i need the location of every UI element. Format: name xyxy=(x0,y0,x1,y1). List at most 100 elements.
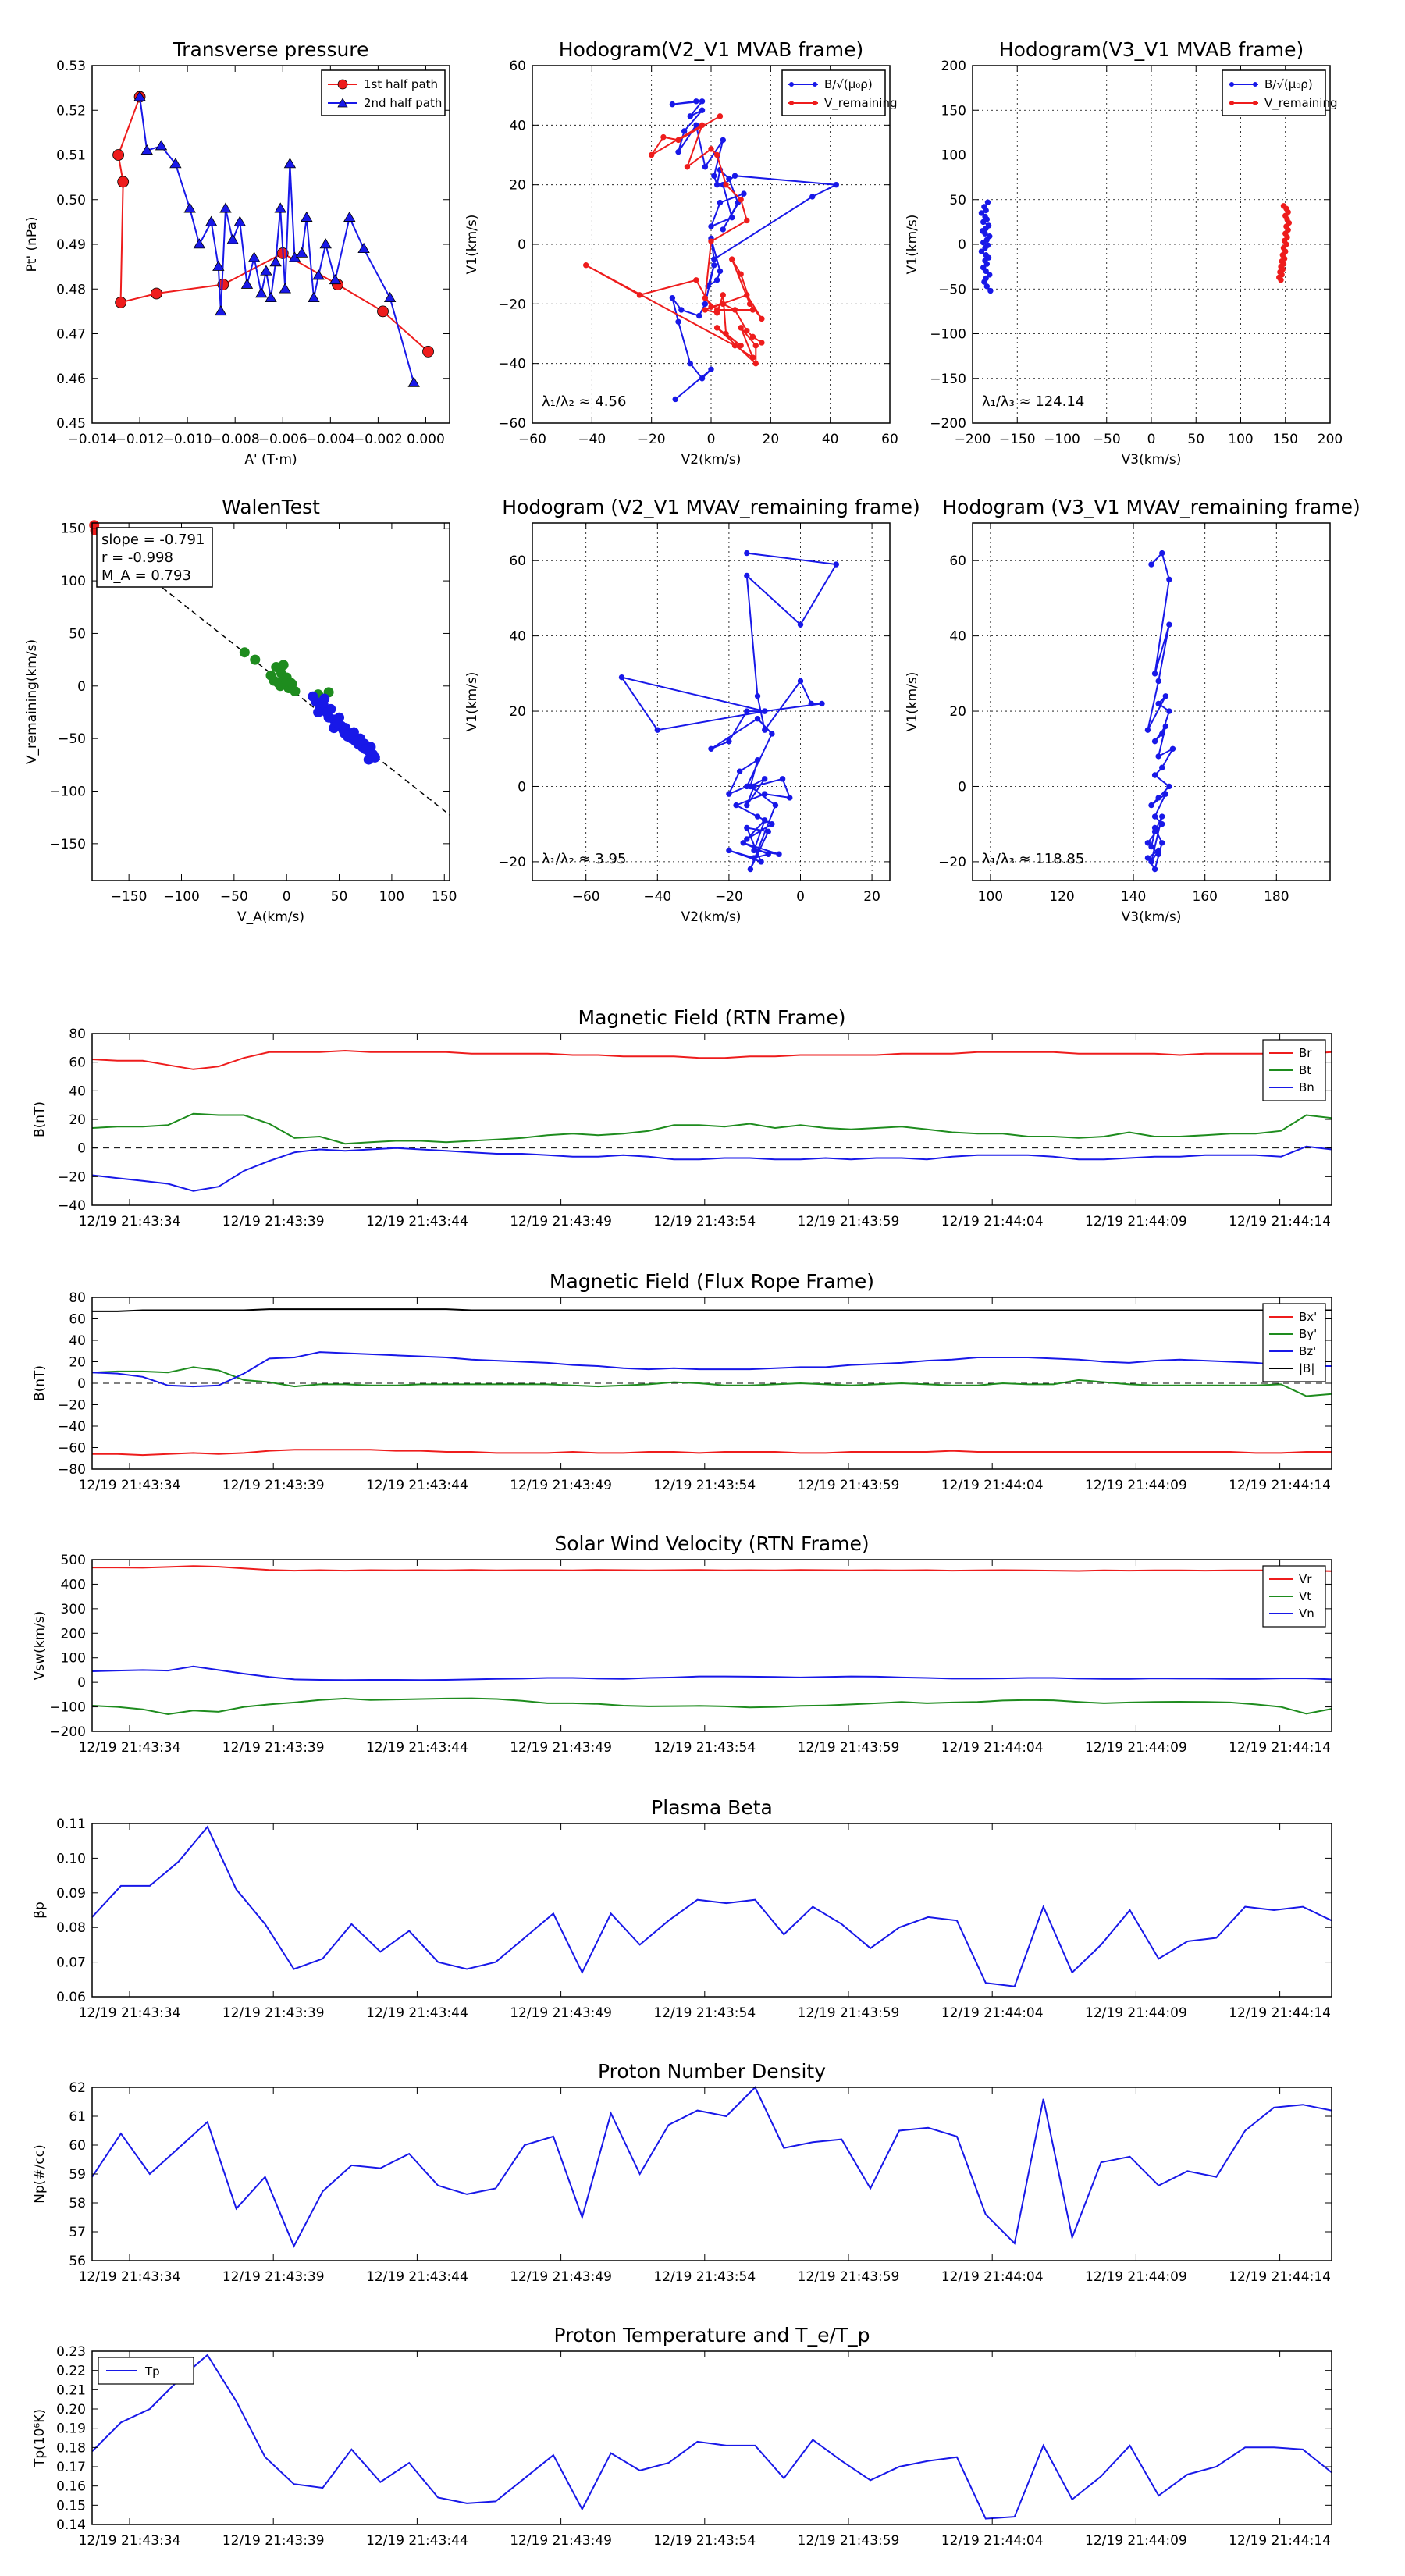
legend-marker xyxy=(813,101,817,105)
data-point xyxy=(984,261,991,267)
chart-title: Transverse pressure xyxy=(173,38,369,61)
y-tick-label: −20 xyxy=(498,297,526,312)
data-point xyxy=(1155,678,1161,685)
data-point xyxy=(762,708,768,714)
y-tick-label: 150 xyxy=(941,103,966,119)
x-tick-label: −100 xyxy=(1044,432,1080,447)
x-tick-label: 12/19 21:43:39 xyxy=(222,1740,325,1756)
x-tick-label: 12/19 21:44:04 xyxy=(941,1214,1044,1229)
x-tick-label: −20 xyxy=(715,889,743,905)
data-point xyxy=(754,813,761,820)
legend-box xyxy=(321,69,446,116)
legend-marker xyxy=(813,82,817,87)
data-point xyxy=(726,791,732,797)
y-tick-label: 0 xyxy=(518,237,526,253)
x-tick-label: 12/19 21:44:04 xyxy=(941,2005,1044,2021)
data-point xyxy=(205,215,218,226)
data-point xyxy=(987,287,994,294)
chart-title: Plasma Beta xyxy=(651,1796,773,1819)
data-point xyxy=(1162,693,1169,699)
legend-marker xyxy=(1253,82,1257,87)
data-point xyxy=(675,148,681,155)
data-point xyxy=(978,248,985,254)
data-point xyxy=(1166,621,1172,628)
data-point xyxy=(769,731,775,737)
y-tick-label: −100 xyxy=(49,1700,86,1716)
x-tick-label: 12/19 21:44:09 xyxy=(1085,1740,1187,1756)
x-axis-label: V_A(km/s) xyxy=(237,909,304,925)
data-point xyxy=(183,202,196,213)
chart-title: Hodogram (V2_V1 MVAV_remaining frame) xyxy=(502,496,920,518)
data-point xyxy=(779,776,786,782)
series-2 xyxy=(308,691,380,765)
x-tick-label: 12/19 21:43:44 xyxy=(366,1478,468,1493)
data-point xyxy=(117,176,130,188)
data-point xyxy=(740,840,746,846)
series-line xyxy=(139,96,415,383)
y-tick-label: −200 xyxy=(930,416,966,432)
x-tick-label: 140 xyxy=(1121,889,1146,905)
data-point xyxy=(648,151,655,158)
y-tick-label: 60 xyxy=(509,59,526,74)
x-tick-label: −150 xyxy=(111,889,148,905)
chart-title: Magnetic Field (RTN Frame) xyxy=(578,1006,846,1029)
y-tick-label: 58 xyxy=(69,2196,86,2211)
data-point xyxy=(1169,745,1176,752)
data-point xyxy=(140,144,153,155)
data-point xyxy=(319,693,330,704)
y-tick-label: −100 xyxy=(49,785,86,800)
data-point xyxy=(1144,855,1151,861)
x-tick-label: 12/19 21:43:34 xyxy=(79,1214,181,1229)
y-tick-label: 20 xyxy=(509,704,526,720)
y-tick-label: 0.17 xyxy=(56,2460,86,2475)
y-tick-label: 200 xyxy=(61,1626,86,1642)
x-axis-label: V2(km/s) xyxy=(681,909,742,925)
x-tick-label: −60 xyxy=(572,889,600,905)
data-point xyxy=(684,164,691,170)
y-axis-label: V1(km/s) xyxy=(464,215,480,275)
data-point xyxy=(797,678,804,685)
data-point xyxy=(982,230,988,237)
hodogram-v2v1-mvab-chart: −60 −40 −20 0 20 40 60 −60 −40 −20 0 20 40 60 Hodogram… xyxy=(464,38,898,468)
data-point xyxy=(984,199,991,205)
data-point xyxy=(151,287,162,300)
data-point xyxy=(702,307,709,313)
y-tick-label: −100 xyxy=(930,327,966,343)
data-point xyxy=(762,817,768,824)
y-tick-label: −50 xyxy=(58,731,86,747)
series-1 xyxy=(1276,203,1293,283)
x-axis-label: A' (T·m) xyxy=(244,452,297,468)
x-tick-label: 12/19 21:43:34 xyxy=(79,1740,181,1756)
x-tick-label: 12/19 21:43:39 xyxy=(222,1478,325,1493)
data-point xyxy=(654,727,660,733)
y-tick-label: 40 xyxy=(949,629,966,645)
data-point xyxy=(226,233,239,244)
y-tick-label: 0.50 xyxy=(56,193,86,208)
y-tick-label: −20 xyxy=(58,1169,86,1185)
data-point xyxy=(758,859,764,865)
data-point xyxy=(1148,802,1154,809)
y-tick-label: 0.52 xyxy=(56,103,86,119)
series-line-Tp xyxy=(91,2354,1332,2520)
y-tick-label: −40 xyxy=(58,1198,86,1214)
data-point xyxy=(713,325,720,331)
x-tick-label: 12/19 21:43:39 xyxy=(222,2269,325,2285)
y-tick-label: 0.06 xyxy=(56,1990,86,2005)
data-point xyxy=(744,572,750,579)
y-tick-label: 80 xyxy=(69,1026,86,1042)
data-point xyxy=(675,137,681,144)
y-axis-label: V_remaining(km/s) xyxy=(24,639,40,764)
data-point xyxy=(765,828,771,835)
data-point xyxy=(741,190,747,197)
series-line xyxy=(585,116,763,365)
legend-label: Vr xyxy=(1299,1572,1312,1586)
legend-marker xyxy=(337,79,348,90)
stats-box xyxy=(96,527,213,588)
x-tick-label: 12/19 21:43:44 xyxy=(366,1740,468,1756)
x-tick-label: 12/19 21:43:44 xyxy=(366,2005,468,2021)
series-1 xyxy=(583,113,765,367)
data-point xyxy=(1159,731,1165,737)
y-tick-label: 20 xyxy=(509,178,526,194)
data-point xyxy=(983,207,989,214)
data-point xyxy=(747,866,754,873)
